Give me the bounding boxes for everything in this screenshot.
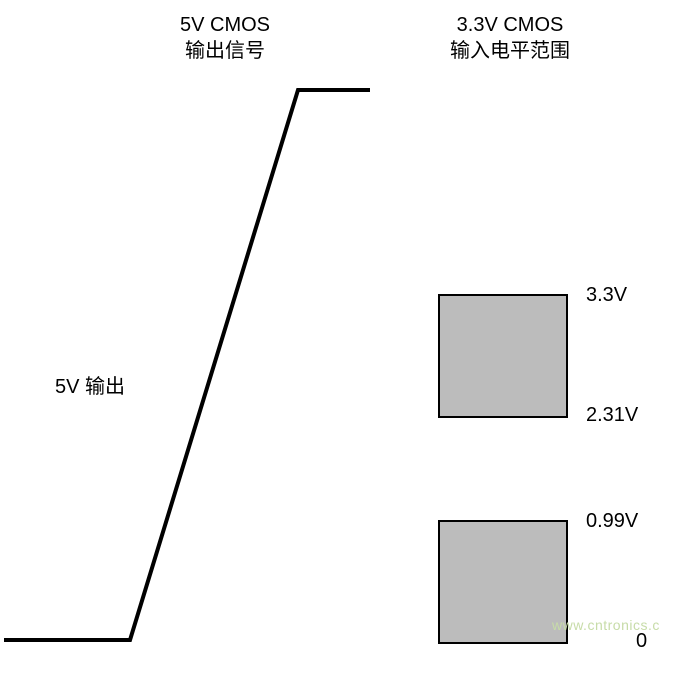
input-range-low-box [438, 520, 568, 644]
signal-waveform [0, 0, 380, 660]
watermark-text: www.cntronics.c [552, 617, 660, 633]
label-0v99: 0.99V [586, 510, 638, 533]
label-3v3: 3.3V [586, 284, 627, 307]
right-title-line2: 输入电平范围 [450, 40, 570, 62]
left-axis-label: 5V 输出 [55, 370, 125, 399]
input-range-high-box [438, 294, 568, 418]
right-title-line1: 3.3V CMOS [457, 14, 564, 36]
label-2v31: 2.31V [586, 404, 638, 427]
right-title: 3.3V CMOS 输入电平范围 [420, 12, 600, 64]
label-0v: 0 [636, 630, 647, 653]
diagram-canvas: 5V CMOS 输出信号 3.3V CMOS 输入电平范围 5V 输出 3.3V… [0, 0, 684, 684]
